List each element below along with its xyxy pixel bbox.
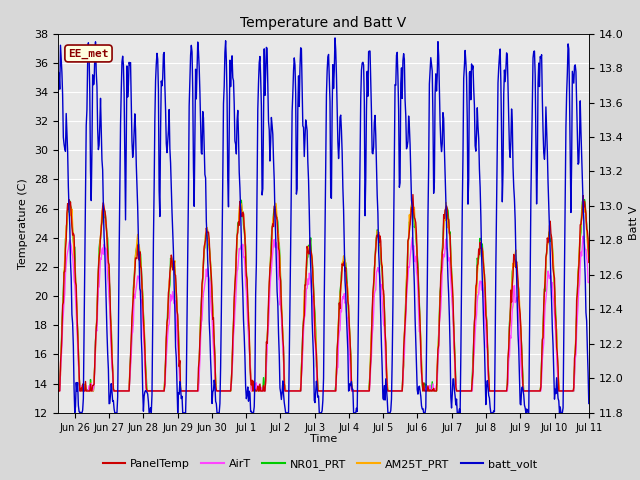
Title: Temperature and Batt V: Temperature and Batt V <box>240 16 406 30</box>
PanelTemp <box>102 213 109 218</box>
batt_volt <box>202 218 210 224</box>
AM25T_PRT <box>585 259 593 264</box>
batt_volt <box>331 35 339 41</box>
batt_volt <box>102 275 109 280</box>
AirT <box>102 245 109 251</box>
Y-axis label: Batt V: Batt V <box>629 206 639 240</box>
batt_volt <box>36 405 44 411</box>
batt_volt <box>42 410 49 416</box>
AM25T_PRT <box>202 229 210 235</box>
AM25T_PRT <box>102 220 109 226</box>
PanelTemp <box>250 388 258 394</box>
AM25T_PRT <box>372 243 380 249</box>
AM25T_PRT <box>41 388 49 394</box>
AM25T_PRT <box>250 386 258 392</box>
AirT <box>36 316 44 322</box>
Legend: PanelTemp, AirT, NR01_PRT, AM25T_PRT, batt_volt: PanelTemp, AirT, NR01_PRT, AM25T_PRT, ba… <box>98 455 542 474</box>
AirT <box>579 233 587 239</box>
batt_volt <box>403 144 411 149</box>
AM25T_PRT <box>408 196 416 202</box>
AM25T_PRT <box>36 289 44 295</box>
AirT <box>41 388 49 394</box>
NR01_PRT <box>41 388 49 394</box>
batt_volt <box>372 162 380 168</box>
PanelTemp <box>372 247 380 252</box>
batt_volt <box>230 78 237 84</box>
X-axis label: Time: Time <box>310 434 337 444</box>
PanelTemp <box>230 321 237 327</box>
AirT <box>250 388 258 394</box>
Line: AirT: AirT <box>40 236 589 391</box>
PanelTemp <box>585 260 593 265</box>
NR01_PRT <box>372 242 380 248</box>
Line: PanelTemp: PanelTemp <box>40 194 589 391</box>
PanelTemp <box>403 287 410 292</box>
NR01_PRT <box>250 380 258 386</box>
NR01_PRT <box>230 322 237 328</box>
NR01_PRT <box>585 252 593 257</box>
Y-axis label: Temperature (C): Temperature (C) <box>18 178 28 269</box>
batt_volt <box>585 401 593 407</box>
NR01_PRT <box>579 196 587 202</box>
AirT <box>230 333 237 339</box>
Line: batt_volt: batt_volt <box>40 38 589 413</box>
Line: AM25T_PRT: AM25T_PRT <box>40 199 589 391</box>
PanelTemp <box>41 388 49 394</box>
PanelTemp <box>36 275 44 281</box>
NR01_PRT <box>202 233 210 239</box>
Text: EE_met: EE_met <box>68 48 109 59</box>
PanelTemp <box>409 192 417 197</box>
Line: NR01_PRT: NR01_PRT <box>40 199 589 391</box>
AirT <box>403 297 410 303</box>
AirT <box>372 287 380 293</box>
batt_volt <box>250 404 258 410</box>
AM25T_PRT <box>403 274 410 279</box>
NR01_PRT <box>403 279 410 285</box>
AirT <box>585 280 593 286</box>
PanelTemp <box>202 225 210 231</box>
NR01_PRT <box>102 215 109 220</box>
NR01_PRT <box>36 288 44 294</box>
AM25T_PRT <box>230 320 237 326</box>
AirT <box>202 266 210 272</box>
